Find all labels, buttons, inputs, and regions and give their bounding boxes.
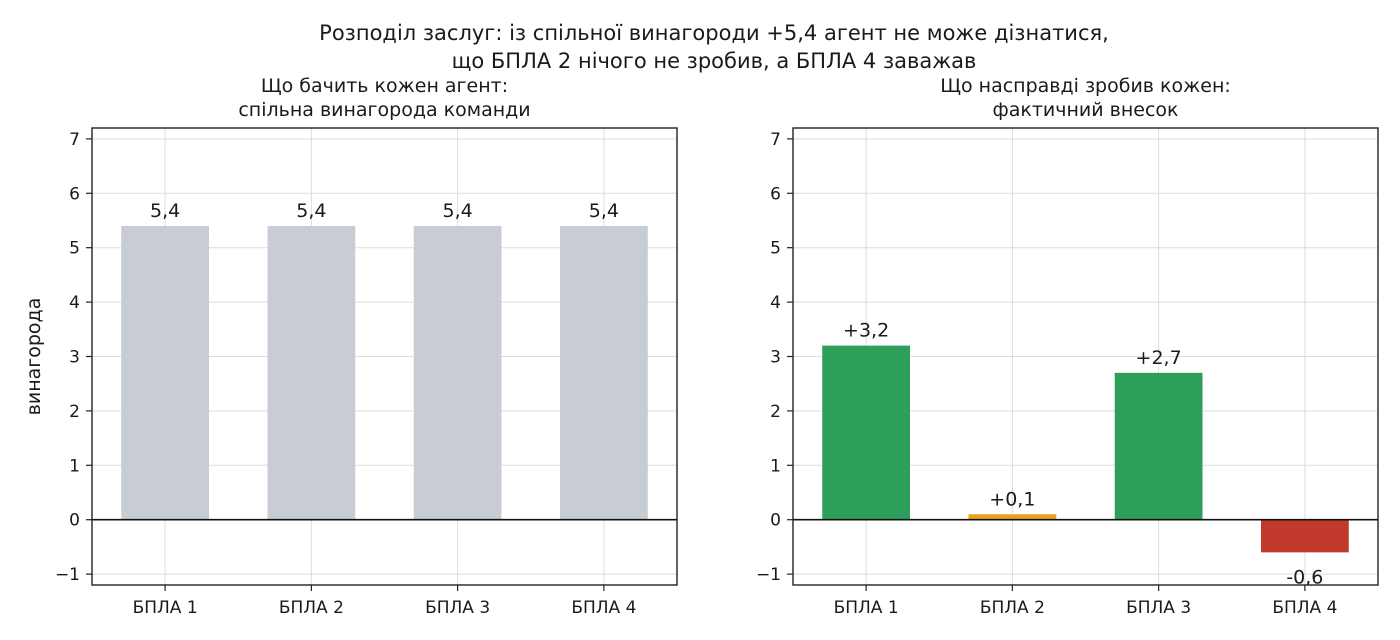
y-tick-label: 2 (69, 402, 80, 422)
bar (560, 225, 648, 520)
y-tick-label: −1 (756, 565, 781, 585)
y-tick-label: 5 (69, 239, 80, 259)
subplot-title-line-1: Що бачить кожен агент: (261, 75, 508, 97)
x-tick-label: БПЛА 3 (1126, 598, 1191, 618)
data-label: 5,4 (150, 200, 180, 222)
x-tick-label: БПЛА 2 (980, 598, 1045, 618)
data-label: +3,2 (843, 320, 889, 342)
data-label: 5,4 (296, 200, 326, 222)
x-tick-label: БПЛА 1 (133, 598, 198, 618)
y-tick-label: 3 (770, 348, 781, 368)
y-tick-label: 5 (770, 239, 781, 259)
y-tick-label: 1 (770, 456, 781, 476)
bar (822, 345, 910, 520)
bar (413, 225, 502, 520)
y-tick-label: 7 (770, 130, 781, 150)
y-axis-label: винагорода (23, 298, 45, 416)
y-tick-label: 6 (69, 184, 80, 204)
x-tick-label: БПЛА 4 (571, 598, 636, 618)
suptitle-line-1: Розподіл заслуг: із спільної винагороди … (319, 21, 1109, 45)
y-tick-label: 6 (770, 184, 781, 204)
subplot-title-line-2: фактичний внесок (992, 99, 1178, 121)
y-tick-label: 4 (770, 293, 781, 313)
bar (968, 514, 1057, 520)
y-tick-label: 0 (770, 511, 781, 531)
bar (267, 225, 356, 520)
data-label: +2,7 (1136, 347, 1182, 369)
chart-panel-right: −1 0 1 2 3 4 5 6 7 БПЛА 1 БПЛА 2 БПЛА 3 БПЛА 4 +3,2 +0… (756, 75, 1379, 618)
bar (121, 225, 209, 520)
data-label: 5,4 (589, 200, 619, 222)
subplot-title-line-2: спільна винагорода команди (238, 99, 530, 121)
chart-panel-left: −1 0 1 2 3 4 5 6 7 БПЛА 1 БПЛА 2 БПЛА 3 БПЛА 4 5,4 5,4… (23, 75, 678, 618)
suptitle-line-2: що БПЛА 2 нічого не зробив, а БПЛА 4 зав… (452, 49, 977, 73)
y-tick-label: −1 (55, 565, 80, 585)
data-label: -0,6 (1286, 566, 1323, 588)
x-tick-label: БПЛА 4 (1272, 598, 1337, 618)
chart-panels: −1 0 1 2 3 4 5 6 7 БПЛА 1 БПЛА 2 БПЛА 3 БПЛА 4 5,4 5,4… (23, 75, 1379, 618)
x-tick-label: БПЛА 2 (279, 598, 344, 618)
x-tick-label: БПЛА 1 (834, 598, 899, 618)
subplot-title-line-1: Що насправді зробив кожен: (940, 75, 1231, 97)
y-tick-label: 4 (69, 293, 80, 313)
y-tick-label: 1 (69, 456, 80, 476)
y-tick-label: 7 (69, 130, 80, 150)
x-tick-label: БПЛА 3 (425, 598, 490, 618)
y-tick-label: 2 (770, 402, 781, 422)
bar (1114, 372, 1203, 520)
y-tick-label: 0 (69, 511, 80, 531)
y-tick-label: 3 (69, 348, 80, 368)
data-label: 5,4 (443, 200, 473, 222)
data-label: +0,1 (989, 488, 1035, 510)
bar (1261, 519, 1349, 553)
